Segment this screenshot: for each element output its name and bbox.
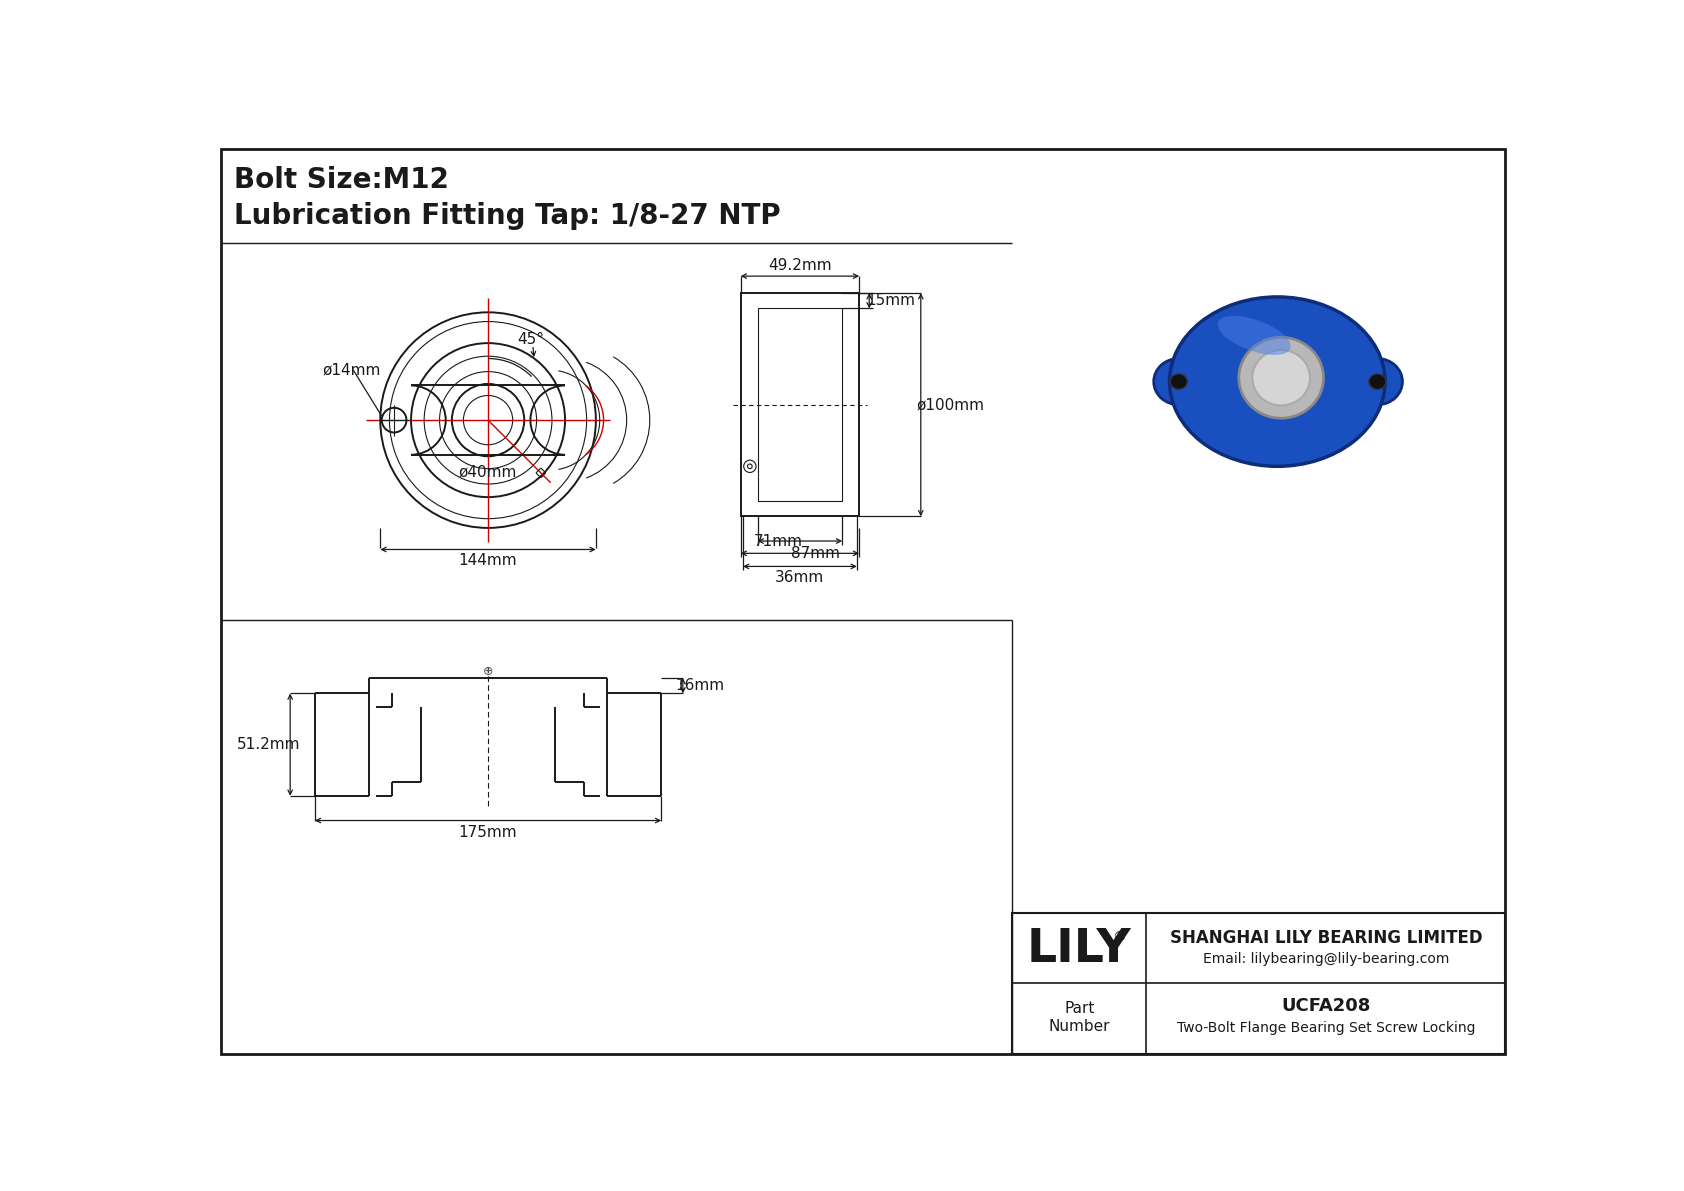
Ellipse shape xyxy=(1218,316,1290,355)
Ellipse shape xyxy=(1169,297,1386,467)
Text: UCFA208: UCFA208 xyxy=(1282,997,1371,1015)
Bar xyxy=(1012,913,1505,1054)
Text: 45°: 45° xyxy=(517,332,544,347)
Text: ø40mm: ø40mm xyxy=(458,464,517,480)
Ellipse shape xyxy=(1170,374,1187,389)
Bar xyxy=(741,293,859,517)
Text: Two-Bolt Flange Bearing Set Screw Locking: Two-Bolt Flange Bearing Set Screw Lockin… xyxy=(1177,1021,1475,1035)
Text: 175mm: 175mm xyxy=(458,824,517,840)
Text: 15mm: 15mm xyxy=(866,293,916,308)
Text: Email: lilybearing@lily-bearing.com: Email: lilybearing@lily-bearing.com xyxy=(1202,952,1448,966)
Text: 16mm: 16mm xyxy=(675,678,724,693)
Text: 87mm: 87mm xyxy=(791,545,840,561)
Text: LILY: LILY xyxy=(1027,928,1132,972)
Ellipse shape xyxy=(1207,320,1347,358)
Text: Part
Number: Part Number xyxy=(1049,1002,1110,1034)
Text: SHANGHAI LILY BEARING LIMITED: SHANGHAI LILY BEARING LIMITED xyxy=(1169,929,1482,947)
Ellipse shape xyxy=(1154,358,1204,405)
Ellipse shape xyxy=(1253,350,1310,405)
Ellipse shape xyxy=(1352,358,1403,405)
Text: ®: ® xyxy=(1113,930,1127,944)
Text: Bolt Size:M12: Bolt Size:M12 xyxy=(234,166,450,194)
Text: 144mm: 144mm xyxy=(458,553,517,568)
Text: 71mm: 71mm xyxy=(754,534,803,549)
Text: 36mm: 36mm xyxy=(775,570,825,586)
Ellipse shape xyxy=(1239,337,1324,418)
Text: 49.2mm: 49.2mm xyxy=(768,257,832,273)
Text: ø100mm: ø100mm xyxy=(916,398,983,412)
Bar xyxy=(758,308,842,501)
Text: Lubrication Fitting Tap: 1/8-27 NTP: Lubrication Fitting Tap: 1/8-27 NTP xyxy=(234,202,781,230)
Text: ø14mm: ø14mm xyxy=(323,362,381,378)
Text: ⊕: ⊕ xyxy=(483,666,493,679)
Text: 51.2mm: 51.2mm xyxy=(237,737,300,752)
Ellipse shape xyxy=(1369,374,1386,389)
